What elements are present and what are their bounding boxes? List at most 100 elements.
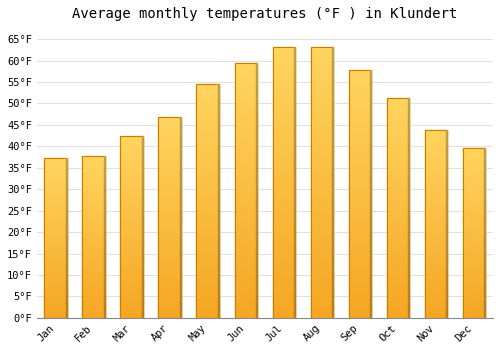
Bar [462, 251, 485, 253]
Bar [484, 294, 486, 296]
Bar [386, 120, 409, 122]
Bar [386, 184, 409, 186]
Bar [310, 177, 334, 180]
Bar [332, 204, 334, 207]
Bar [158, 195, 182, 197]
Bar [82, 315, 105, 316]
Bar [218, 217, 220, 220]
Bar [180, 173, 182, 175]
Bar [234, 313, 258, 315]
Bar [120, 316, 144, 318]
Bar [294, 174, 296, 177]
Bar [82, 285, 105, 287]
Bar [348, 117, 372, 119]
Bar [120, 176, 144, 178]
Bar [370, 310, 372, 313]
Bar [424, 212, 448, 214]
Bar [332, 172, 334, 174]
Bar [272, 299, 295, 302]
Bar [66, 197, 67, 198]
Bar [310, 47, 334, 50]
Bar [370, 231, 372, 233]
Bar [294, 212, 296, 215]
Bar [158, 202, 182, 203]
Bar [332, 266, 334, 269]
Bar [408, 144, 410, 146]
Bar [370, 243, 372, 246]
Bar [484, 180, 486, 182]
Bar [180, 230, 182, 232]
Bar [348, 154, 372, 156]
Bar [82, 204, 105, 206]
Bar [310, 104, 334, 107]
Bar [446, 158, 448, 160]
Bar [196, 206, 220, 208]
Bar [310, 258, 334, 261]
Bar [82, 263, 105, 264]
Bar [294, 229, 296, 231]
Bar [386, 186, 409, 188]
Bar [142, 281, 144, 283]
Bar [66, 289, 67, 291]
Bar [256, 262, 258, 264]
Bar [44, 299, 67, 300]
Bar [158, 225, 182, 228]
Bar [66, 203, 67, 205]
Bar [104, 266, 105, 268]
Bar [408, 184, 410, 186]
Bar [180, 222, 182, 224]
Bar [44, 284, 67, 286]
Bar [408, 155, 410, 157]
Bar [66, 230, 67, 232]
Bar [386, 153, 409, 155]
Bar [370, 273, 372, 276]
Bar [44, 229, 67, 230]
Bar [82, 199, 105, 201]
Bar [104, 156, 105, 158]
Bar [310, 313, 334, 315]
Bar [142, 301, 144, 303]
Bar [234, 236, 258, 239]
Bar [234, 221, 258, 223]
Bar [272, 226, 295, 229]
Bar [310, 107, 334, 110]
Bar [424, 192, 448, 194]
Bar [386, 270, 409, 272]
Bar [142, 143, 144, 145]
Bar [256, 173, 258, 175]
Bar [66, 192, 67, 194]
Bar [44, 287, 67, 289]
Bar [234, 252, 258, 254]
Bar [310, 212, 334, 215]
Bar [408, 263, 410, 265]
Bar [424, 293, 448, 295]
Bar [218, 149, 220, 152]
Bar [104, 214, 105, 216]
Bar [158, 177, 182, 180]
Bar [142, 251, 144, 252]
Bar [424, 301, 448, 303]
Bar [332, 180, 334, 183]
Bar [234, 185, 258, 188]
Bar [196, 238, 220, 241]
Bar [44, 211, 67, 212]
Bar [386, 168, 409, 170]
Bar [348, 97, 372, 99]
Bar [196, 294, 220, 297]
Bar [462, 170, 485, 172]
Bar [158, 252, 182, 254]
Bar [104, 209, 105, 211]
Bar [158, 149, 182, 151]
Bar [120, 251, 144, 252]
Bar [120, 145, 144, 147]
Bar [234, 241, 258, 244]
Bar [446, 243, 448, 244]
Bar [142, 229, 144, 231]
Bar [446, 303, 448, 305]
Bar [82, 203, 105, 204]
Bar [446, 216, 448, 218]
Bar [82, 237, 105, 238]
Bar [120, 216, 144, 218]
Bar [386, 258, 409, 261]
Bar [196, 255, 220, 257]
